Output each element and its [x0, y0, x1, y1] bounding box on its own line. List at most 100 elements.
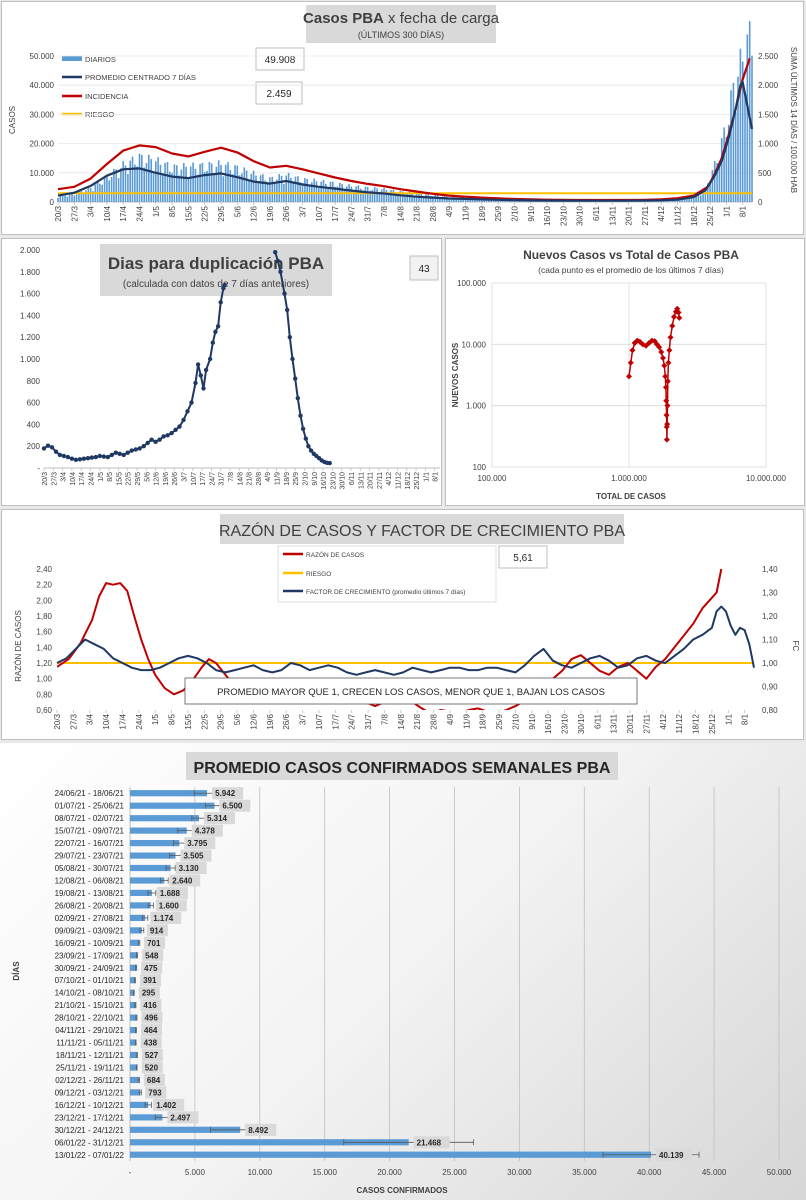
- y2-tick-label: 1,40: [762, 565, 778, 574]
- scatter-point: [663, 397, 670, 404]
- data-label-box: [140, 974, 162, 987]
- data-label: 2.497: [170, 1113, 191, 1122]
- daily-bar: [432, 196, 434, 202]
- p1-x-tick-label: 27/3: [70, 205, 79, 221]
- daily-bar: [59, 195, 62, 202]
- doubling-point: [57, 452, 63, 458]
- data-label: 8.492: [248, 1126, 269, 1135]
- p2-x-tick-label: 20/11: [368, 472, 375, 489]
- p1-x-tick-label: 9/10: [527, 205, 536, 221]
- p4-x-tick-label: 6/11: [593, 713, 602, 729]
- daily-bar: [127, 174, 129, 202]
- daily-bar: [360, 188, 362, 202]
- weekly-bar: [130, 927, 142, 934]
- daily-bar: [464, 198, 467, 202]
- data-label: 1.174: [153, 914, 174, 923]
- p4-x-tick-label: 24/4: [135, 713, 144, 729]
- daily-bar: [390, 189, 392, 202]
- x-tick-label: 20.000: [377, 1168, 402, 1177]
- data-label: 40.139: [659, 1151, 684, 1160]
- daily-bar: [334, 186, 336, 202]
- doubling-point: [181, 417, 186, 423]
- daily-bar: [711, 170, 714, 202]
- p4-x-tick-label: 20/11: [626, 713, 635, 733]
- weekly-bar: [130, 1014, 137, 1021]
- p4-x-tick-label: 26/6: [282, 713, 291, 729]
- category-label: 30/09/21 - 24/09/21: [55, 964, 125, 973]
- daily-bar: [369, 190, 371, 202]
- p2-x-tick-label: 18/12: [405, 472, 412, 490]
- weekly-bar: [130, 1002, 136, 1009]
- daily-bar: [723, 127, 725, 202]
- p4-x-tick-label: 2/10: [511, 713, 520, 729]
- weekly-bar: [130, 815, 199, 822]
- p1-x-tick-label: 26/6: [282, 205, 291, 221]
- p1-x-tick-label: 14/8: [396, 205, 405, 221]
- y2-axis-label: FC: [791, 641, 800, 652]
- daily-bar: [262, 174, 264, 202]
- y2-axis-label: SUMA ÚLTIMOS 14 DÍAS / 100.000 HAB: [789, 47, 798, 193]
- daily-bar: [75, 194, 78, 202]
- doubling-point: [303, 436, 308, 441]
- doubling-point: [125, 450, 130, 455]
- p2-x-tick-label: 28/8: [256, 472, 263, 486]
- daily-bar: [122, 161, 124, 202]
- daily-bar: [290, 177, 292, 202]
- y-tick-label: 1,20: [36, 659, 52, 668]
- doubling-point: [285, 307, 290, 313]
- category-label: 18/11/21 - 12/11/21: [56, 1051, 125, 1060]
- doubling-point: [145, 440, 150, 446]
- y2-tick-label: 1,10: [762, 636, 778, 645]
- daily-bar: [681, 199, 683, 202]
- y-tick-label: 400: [27, 420, 41, 429]
- weekly-bar: [130, 790, 208, 797]
- y-tick-label: 1.800: [20, 268, 41, 277]
- data-label-box: [141, 961, 163, 974]
- annotation-box-current: [409, 255, 439, 281]
- category-label: 19/08/21 - 13/08/21: [55, 889, 125, 898]
- daily-bar: [720, 138, 723, 202]
- doubling-point: [222, 282, 227, 288]
- daily-bar: [220, 165, 222, 202]
- p4-x-tick-label: 28/8: [430, 713, 439, 729]
- daily-bar: [509, 200, 511, 202]
- data-label: 4.378: [195, 827, 216, 836]
- p4-x-tick-label: 25/12: [708, 713, 717, 734]
- chart-title: PROMEDIO CASOS CONFIRMADOS SEMANALES PBA: [194, 760, 611, 777]
- doubling-point: [65, 454, 71, 460]
- y-tick-label: 50.000: [30, 52, 55, 61]
- p1-x-tick-label: 1/5: [152, 205, 161, 217]
- category-label: 02/09/21 - 27/08/21: [55, 914, 125, 923]
- p4-x-tick-label: 1/1: [724, 713, 733, 725]
- legend-label-diarios: DIARIOS: [85, 55, 116, 64]
- daily-bar: [695, 195, 697, 202]
- data-label-box: [219, 799, 251, 812]
- daily-bar: [686, 198, 688, 202]
- daily-bar: [362, 190, 364, 202]
- daily-bar: [320, 181, 322, 202]
- y2-tick-label: 2.000: [758, 81, 779, 90]
- data-label: 464: [144, 1026, 158, 1035]
- weekly-bar: [130, 852, 176, 859]
- legend-label-promedio: PROMEDIO CENTRADO 7 DÍAS: [85, 73, 196, 82]
- daily-bar: [231, 174, 234, 202]
- note-text: PROMEDIO MAYOR QUE 1, CRECEN LOS CASOS, …: [217, 687, 605, 698]
- daily-bar: [164, 162, 166, 202]
- p4-x-tick-label: 13/11: [610, 713, 619, 733]
- daily-bar: [376, 188, 378, 202]
- doubling-point: [213, 329, 218, 334]
- category-label: 08/07/21 - 02/07/21: [55, 814, 125, 823]
- annotation-box-razon: [498, 545, 548, 569]
- daily-bar: [192, 162, 194, 202]
- daily-bar: [92, 191, 94, 202]
- y-tick-label: 1,60: [36, 628, 52, 637]
- doubling-point: [73, 457, 79, 462]
- x-tick-label: 5.000: [185, 1168, 206, 1177]
- p2-x-tick-label: 3/4: [61, 472, 68, 482]
- data-label-box: [145, 1086, 167, 1099]
- incidencia-line: [57, 58, 751, 202]
- growth-factor-chart: RAZÓN DE CASOS Y FACTOR DE CRECIMIENTO P…: [14, 514, 800, 734]
- p2-x-tick-label: 16/10: [321, 472, 328, 490]
- scatter-point: [634, 337, 641, 344]
- scatter-point: [636, 338, 643, 345]
